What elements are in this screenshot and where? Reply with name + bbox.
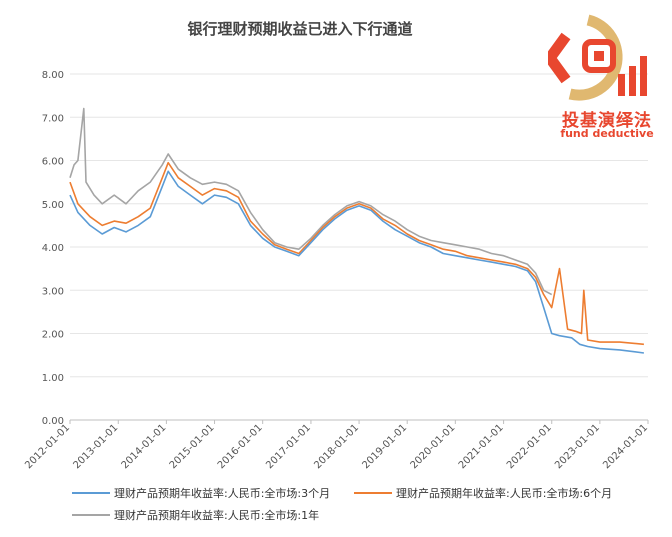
x-axis: 2012-01-01 2013-01-01 2014-01-01 2015-01-01… [23,420,650,471]
legend-item-1y: 理财产品预期年收益率:人民币:全市场:1年 [72,507,319,523]
legend-swatch-1y [72,514,110,516]
x-tick-label: 2018-01-01 [312,422,361,471]
y-tick-label: 3.00 [42,286,64,297]
y-tick-label: 0.00 [42,416,64,427]
logo-text-cn: 投基演绎法 [562,111,652,131]
x-tick-label: 2022-01-01 [505,422,554,471]
y-tick-label: 2.00 [42,330,64,341]
series-lines [69,107,645,354]
y-tick-label: 6.00 [42,157,64,168]
legend-label-6m: 理财产品预期年收益率:人民币:全市场:6个月 [396,487,613,500]
x-tick-label: 2013-01-01 [72,422,121,471]
legend-item-3m: 理财产品预期年收益率:人民币:全市场:3个月 [72,485,330,501]
logo-text-en: fund deductive [560,127,654,140]
x-tick-label: 2021-01-01 [457,422,506,471]
legend-swatch-6m [354,492,392,494]
y-tick-label: 1.00 [42,373,64,384]
y-tick-label: 8.00 [42,70,64,81]
x-tick-label: 2016-01-01 [216,422,265,471]
x-tick-label: 2020-01-01 [409,422,458,471]
y-tick-label: 7.00 [42,113,64,124]
y-tick-label: 4.00 [42,243,64,254]
y-tick-label: 5.00 [42,200,64,211]
legend-label-1y: 理财产品预期年收益率:人民币:全市场:1年 [114,509,320,522]
x-tick-label: 2024-01-01 [601,422,650,471]
series-line-0 [69,170,645,354]
y-axis: 0.00 1.00 2.00 3.00 4.00 5.00 6.00 7.00 8.00 [42,70,64,427]
x-tick-label: 2012-01-01 [23,422,72,471]
x-tick-label: 2017-01-01 [264,422,313,471]
series-line-2 [69,107,553,296]
legend-label-3m: 理财产品预期年收益率:人民币:全市场:3个月 [114,487,331,500]
series-line-1 [69,161,644,346]
x-tick-label: 2023-01-01 [553,422,602,471]
x-tick-label: 2019-01-01 [360,422,409,471]
fund-deductive-logo [548,14,647,101]
x-tick-label: 2014-01-01 [120,422,169,471]
legend-swatch-3m [72,492,110,494]
legend-item-6m: 理财产品预期年收益率:人民币:全市场:6个月 [354,485,612,501]
chart-title: 银行理财预期收益已进入下行通道 [187,20,413,38]
x-tick-label: 2015-01-01 [168,422,217,471]
